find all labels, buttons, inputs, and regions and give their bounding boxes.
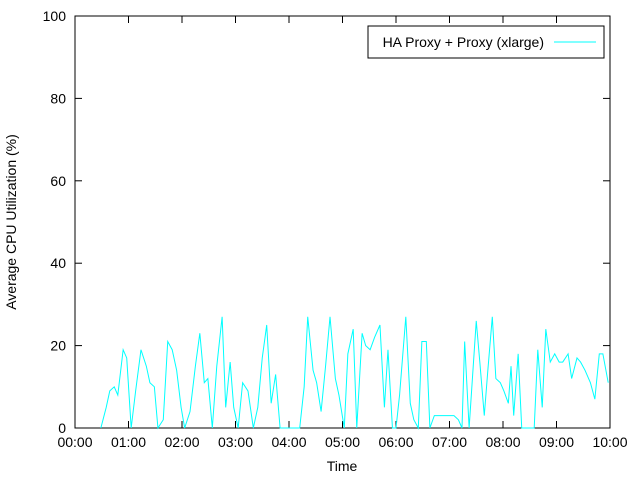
x-tick-label: 10:00 — [592, 434, 627, 450]
x-tick-label: 02:00 — [164, 434, 199, 450]
x-tick-label: 04:00 — [271, 434, 306, 450]
x-axis-label: Time — [327, 458, 358, 474]
plot-frame — [74, 15, 611, 429]
y-tick-label: 60 — [50, 173, 66, 189]
x-tick-label: 09:00 — [539, 434, 574, 450]
x-tick-label: 06:00 — [378, 434, 413, 450]
y-tick-label: 80 — [50, 90, 66, 106]
x-tick-label: 07:00 — [432, 434, 467, 450]
x-tick-label: 03:00 — [218, 434, 253, 450]
y-tick-label: 40 — [50, 255, 66, 271]
y-tick-label: 0 — [58, 420, 66, 436]
data-line — [100, 316, 609, 430]
x-tick-label: 05:00 — [325, 434, 360, 450]
y-tick-label: 20 — [50, 338, 66, 354]
y-tick-label: 100 — [43, 8, 67, 24]
y-axis-label: Average CPU Utilization (%) — [3, 134, 19, 310]
x-tick-label: 00:00 — [57, 434, 92, 450]
x-tick-label: 08:00 — [485, 434, 520, 450]
x-tick-label: 01:00 — [111, 434, 146, 450]
legend-label: HA Proxy + Proxy (xlarge) — [383, 34, 544, 50]
